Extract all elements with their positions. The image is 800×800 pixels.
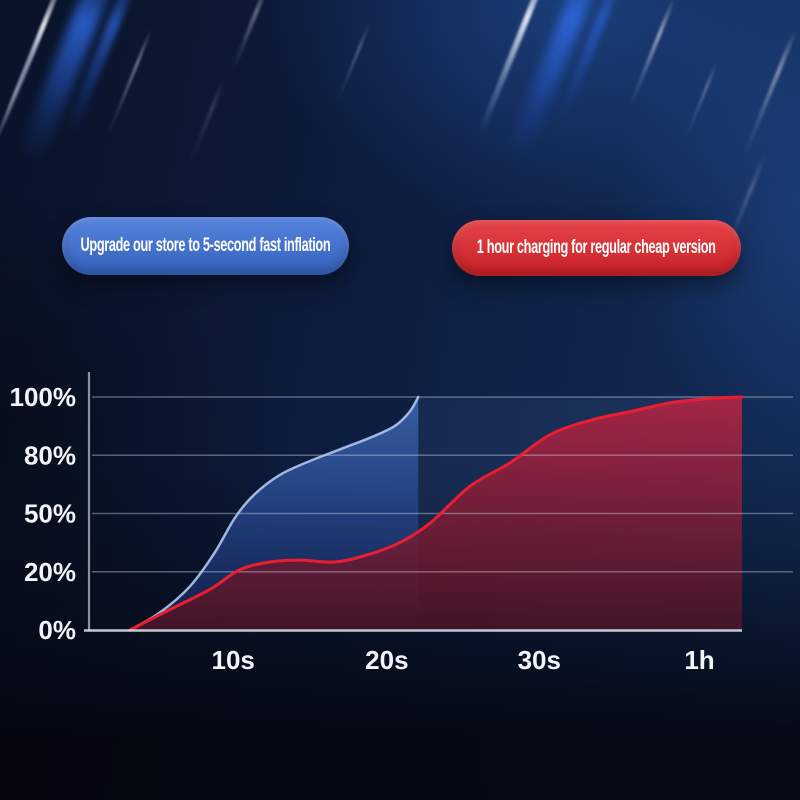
y-tick-label: 0%: [38, 615, 76, 645]
regular-charging-badge: 1 hour charging for regular cheap versio…: [452, 220, 741, 276]
y-tick-label: 100%: [10, 382, 77, 412]
fast-inflation-badge: Upgrade our store to 5-second fast infla…: [62, 217, 349, 275]
x-tick-label: 10s: [211, 645, 254, 675]
regular-charging-line: [128, 395, 744, 632]
x-tick-label: 20s: [365, 645, 408, 675]
fast-inflation-line: [128, 395, 420, 632]
regular-charging-area: [129, 397, 742, 630]
fast-inflation-badge-label: Upgrade our store to 5-second fast infla…: [80, 235, 331, 256]
x-tick-label: 1h: [684, 645, 714, 675]
y-tick-label: 80%: [24, 440, 76, 470]
x-tick-label: 30s: [518, 645, 561, 675]
regular-charging-badge-label: 1 hour charging for regular cheap versio…: [477, 237, 716, 258]
y-tick-label: 50%: [24, 499, 76, 529]
y-tick-label: 20%: [24, 557, 76, 587]
